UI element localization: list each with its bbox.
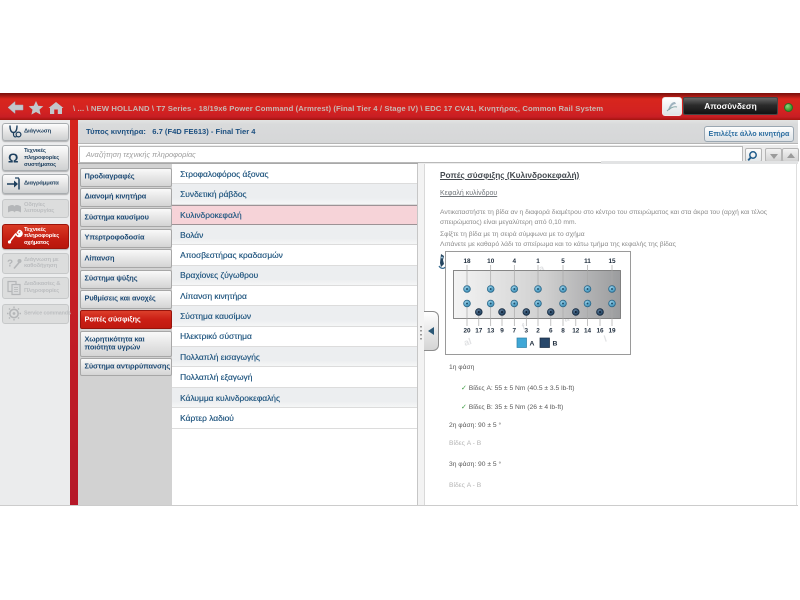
- svg-text:17: 17: [475, 328, 483, 335]
- svg-text:15: 15: [608, 258, 616, 265]
- svg-text:B: B: [553, 341, 558, 348]
- svg-text:12: 12: [572, 328, 580, 335]
- svg-text:10: 10: [487, 258, 495, 265]
- svg-text:13: 13: [487, 328, 495, 335]
- svg-text:18: 18: [463, 258, 471, 265]
- svg-text:14: 14: [584, 328, 592, 335]
- svg-text:1: 1: [536, 258, 540, 265]
- svg-text:5: 5: [561, 258, 565, 265]
- svg-text:3: 3: [525, 328, 529, 335]
- svg-text:2: 2: [536, 328, 540, 335]
- svg-text:19: 19: [608, 328, 616, 335]
- svg-text:a: a: [538, 263, 547, 274]
- svg-text:?: ?: [7, 258, 13, 269]
- svg-text:Ω: Ω: [8, 151, 18, 166]
- svg-text:20: 20: [463, 328, 471, 335]
- svg-text:f: f: [521, 321, 528, 332]
- svg-text:4: 4: [513, 258, 517, 265]
- svg-text:6: 6: [549, 328, 553, 335]
- svg-text:al: al: [463, 336, 473, 348]
- svg-text:7: 7: [513, 328, 517, 335]
- svg-text:11: 11: [584, 258, 591, 265]
- svg-text:A: A: [530, 341, 535, 348]
- svg-text:8: 8: [561, 328, 565, 335]
- svg-text:16: 16: [596, 328, 604, 335]
- svg-text:9: 9: [500, 328, 504, 335]
- svg-text:l: l: [603, 334, 608, 344]
